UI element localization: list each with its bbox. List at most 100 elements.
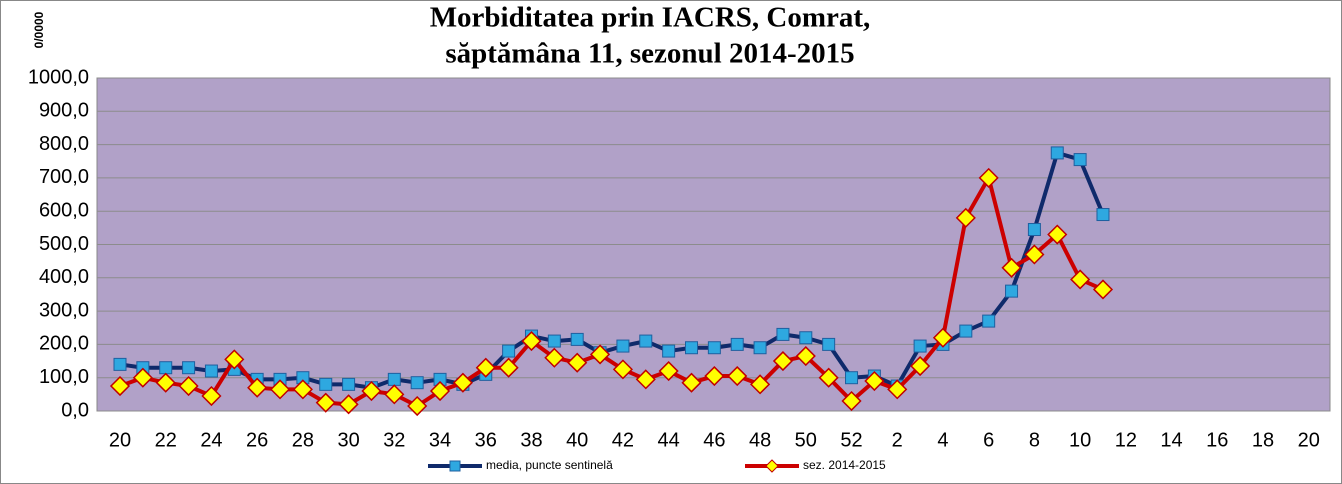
marker [795,345,816,367]
x-tick-label: 52 [840,429,862,451]
marker [521,331,542,352]
marker [639,334,653,348]
legend-label: sez. 2014-2015 [803,458,886,472]
y-axis-label: 0/0000 [32,11,46,48]
x-tick-label: 48 [749,429,771,451]
marker [704,365,725,387]
legend-marker [765,459,779,473]
marker [887,379,908,400]
y-tick-label: 700,0 [39,166,89,188]
marker [109,375,131,397]
marker [410,376,424,390]
y-tick-label: 1000,0 [28,66,89,88]
marker [1092,279,1114,300]
marker [384,384,405,405]
x-tick-label: 22 [155,429,177,451]
y-tick-label: 200,0 [39,333,89,355]
marker [178,375,199,397]
marker [635,369,656,390]
marker [730,337,744,351]
y-tick-label: 800,0 [39,133,89,155]
legend-item: media, puncte sentinelă [428,458,613,472]
marker [361,380,382,402]
marker [204,364,218,378]
marker [772,350,794,372]
x-tick-label: 36 [475,429,497,451]
marker [978,167,999,188]
marker [429,380,451,402]
marker [1047,224,1068,245]
x-tick-label: 10 [1069,429,1091,451]
legend-marker [449,460,461,472]
marker [132,367,153,388]
x-tick-label: 12 [1115,429,1137,451]
marker [292,379,313,400]
x-tick-label: 20 [109,429,131,451]
marker [247,377,268,398]
y-tick-label: 500,0 [39,233,89,255]
marker [864,370,885,392]
chart-title: Morbiditatea prin IACRS, Comrat, [430,2,871,34]
marker [1005,284,1019,298]
marker [727,365,748,387]
marker [822,337,836,351]
marker [776,327,790,341]
marker [1050,146,1064,160]
x-tick-label: 26 [246,429,268,451]
marker [1024,244,1045,265]
x-tick-label: 16 [1206,429,1228,451]
marker [799,331,813,345]
x-tick-label: 14 [1160,429,1182,451]
marker [662,344,676,358]
marker [387,372,401,386]
marker [319,377,333,391]
legend-item: sez. 2014-2015 [745,458,886,473]
marker [315,392,336,413]
marker [155,372,176,393]
x-tick-label: 38 [520,429,542,451]
marker [159,361,173,375]
marker [841,390,862,412]
marker [959,324,973,338]
marker [224,349,245,370]
x-tick-label: 24 [200,429,222,451]
marker [589,344,611,365]
x-tick-label: 44 [658,429,680,451]
legend-label: media, puncte sentinelă [486,458,613,472]
marker [1073,153,1087,167]
marker [547,334,561,348]
marker [753,341,767,355]
y-tick-label: 100,0 [39,366,89,388]
x-tick-label: 28 [292,429,314,451]
marker [818,367,839,388]
y-tick-label: 300,0 [39,299,89,321]
marker [612,359,633,380]
marker [544,347,565,368]
marker [932,327,954,348]
chart-title: săptămâna 11, sezonul 2014-2015 [445,38,854,70]
marker [616,339,630,353]
marker [1027,223,1041,237]
x-tick-label: 18 [1252,429,1274,451]
marker [498,357,519,378]
marker [113,357,127,371]
x-tick-label: 46 [703,429,725,451]
marker [502,344,516,358]
x-tick-label: 4 [937,429,948,451]
x-tick-label: 40 [566,429,588,451]
marker [1096,208,1110,222]
x-tick-label: 20 [1298,429,1320,451]
x-tick-label: 8 [1029,429,1040,451]
marker [567,352,588,373]
x-tick-label: 32 [383,429,405,451]
marker [982,314,996,328]
x-tick-label: 34 [429,429,451,451]
x-tick-label: 42 [612,429,634,451]
marker [913,339,927,353]
marker [342,377,356,391]
y-tick-label: 0,0 [61,399,89,421]
marker [910,355,931,377]
marker [407,395,428,417]
y-tick-label: 400,0 [39,266,89,288]
